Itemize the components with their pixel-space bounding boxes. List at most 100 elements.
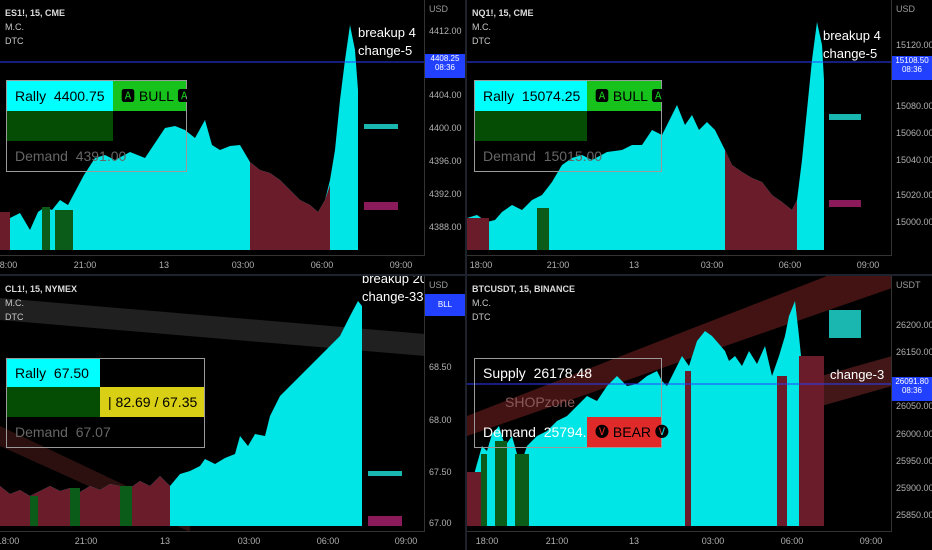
price-area-chart[interactable] (0, 276, 425, 532)
bullish-bar-green (537, 208, 549, 250)
symbol-title[interactable]: ES1!, 15, CME (5, 8, 66, 18)
bearish-bar (0, 212, 10, 250)
current-price: 26091.80 (895, 377, 929, 386)
x-tick: 06:00 (310, 260, 334, 270)
demand-label: Demand (15, 148, 68, 164)
chart-pane-cl[interactable]: CL1!, 15, NYMEX M.C. DTC breakup 20 chan… (0, 276, 465, 550)
symbol-legend: NQ1!, 15, CME M.C. DTC (472, 6, 534, 48)
bearish-segment (250, 162, 330, 250)
symbol-legend: BTCUSDT, 15, BINANCE M.C. DTC (472, 282, 575, 324)
x-tick: 21:00 (74, 536, 98, 546)
trend-channel-top (467, 276, 892, 436)
bearish-bar (777, 376, 787, 526)
x-tick: 18:00 (469, 260, 493, 270)
price-area-chart[interactable] (0, 0, 425, 256)
x-tick: 13 (159, 536, 171, 546)
symbol-legend: CL1!, 15, NYMEX M.C. DTC (5, 282, 77, 324)
x-tick: 13 (158, 260, 170, 270)
current-price: 15108.50 (895, 56, 929, 65)
x-tick: 09:00 (389, 260, 413, 270)
symbol-title[interactable]: BTCUSDT, 15, BINANCE (472, 284, 576, 294)
x-tick: 18:00 (0, 260, 18, 270)
y-tick: 4404.00 (429, 90, 462, 100)
pane-separator-horizontal[interactable] (0, 274, 932, 276)
bullish-bar-green (495, 441, 507, 526)
y-tick: 26150.00 (896, 347, 932, 357)
y-tick: 26000.00 (896, 429, 932, 439)
demand-box (475, 111, 587, 141)
y-tick: 25850.00 (896, 510, 932, 520)
x-tick: 09:00 (856, 260, 880, 270)
price-area (467, 301, 824, 526)
indicator-dtc[interactable]: DTC (472, 36, 491, 46)
indicator-mc[interactable]: M.C. (5, 298, 24, 308)
price-area-chart[interactable] (467, 0, 892, 256)
signal-cell: | 82.69 / 67.35 (100, 387, 204, 417)
rally-cell: Rally 4400.75 (7, 81, 113, 111)
price-axis[interactable]: USD 4412.00 4404.00 4400.00 4396.00 4392… (424, 0, 465, 274)
trend-channel (0, 298, 425, 356)
note-line-1: breakup 4 (823, 28, 881, 43)
rally-label: Rally (15, 365, 47, 381)
x-tick: 21:00 (546, 260, 570, 270)
y-tick: 4400.00 (429, 123, 462, 133)
x-tick: 18:00 (475, 536, 499, 546)
demand-box (7, 387, 100, 417)
x-tick: 09:00 (394, 536, 418, 546)
time-axis[interactable]: 18:00 21:00 13 03:00 06:00 09:00 (0, 255, 425, 274)
price-area-chart[interactable] (467, 276, 892, 532)
x-tick: 03:00 (700, 260, 724, 270)
indicator-dtc[interactable]: DTC (5, 312, 24, 322)
indicator-dtc[interactable]: DTC (5, 36, 24, 46)
y-tick: 15040.00 (896, 155, 932, 165)
time-axis[interactable]: 18:00 21:00 13 03:00 06:00 09:00 (467, 531, 892, 550)
x-tick: 03:00 (701, 536, 725, 546)
chart-pane-nq[interactable]: NQ1!, 15, CME M.C. DTC breakup 4 change-… (467, 0, 932, 274)
x-tick: 13 (628, 536, 640, 546)
x-tick: 03:00 (237, 536, 261, 546)
bar-countdown: 08:36 (434, 63, 456, 72)
bullish-bar-green (30, 496, 38, 526)
indicator-dtc[interactable]: DTC (472, 312, 491, 322)
chart-pane-btc[interactable]: BTCUSDT, 15, BINANCE M.C. DTC change-3 S… (467, 276, 932, 550)
target-marker-cyan (364, 124, 398, 129)
y-tick: 4392.00 (429, 189, 462, 199)
symbol-legend: ES1!, 15, CME M.C. DTC (5, 6, 65, 48)
note-line-1: breakup 4 (358, 25, 416, 40)
currency-label: USD (896, 4, 916, 14)
breakup-note: breakup 20 change-33 (362, 276, 427, 306)
change-note: change-3 (830, 366, 884, 384)
demand-value: 4391.00 (75, 148, 127, 164)
y-tick: 67.00 (429, 518, 452, 528)
rally-demand-panel: Rally 67.50 | 82.69 / 67.35 Demand 67.07 (6, 358, 205, 448)
time-axis[interactable]: 18:00 21:00 13 03:00 06:00 09:00 (0, 531, 425, 550)
demand-value: 67.07 (75, 424, 111, 440)
rally-demand-panel: Rally 15074.25 🅰 BULL 🅰 Demand 15015.00 (474, 80, 665, 172)
y-tick: 25900.00 (896, 483, 932, 493)
price-axis[interactable]: USD BLL 68.50 68.00 67.50 67.00 (424, 276, 465, 550)
y-tick: 15000.00 (896, 217, 932, 227)
demand-label: Demand (483, 424, 536, 440)
y-tick: 15080.00 (896, 101, 932, 111)
bar-countdown: 08:36 (901, 65, 923, 74)
indicator-mc[interactable]: M.C. (472, 298, 491, 308)
time-axis[interactable]: 18:00 21:00 13 03:00 06:00 09:00 (467, 255, 892, 274)
symbol-title[interactable]: NQ1!, 15, CME (472, 8, 534, 18)
target-marker-magenta (829, 200, 861, 207)
price-axis[interactable]: USDT 26200.00 26150.00 26050.00 26000.00… (891, 276, 932, 550)
bullish-bar-green (481, 454, 487, 526)
indicator-mc[interactable]: M.C. (5, 22, 24, 32)
demand-cell: Demand 15015.00 (475, 141, 661, 171)
x-tick: 06:00 (778, 260, 802, 270)
demand-label: Demand (15, 424, 68, 440)
currency-label: USD (429, 280, 449, 290)
symbol-title[interactable]: CL1!, 15, NYMEX (5, 284, 78, 294)
note-line-2: change-5 (823, 46, 878, 61)
rally-value: 4400.75 (53, 88, 105, 104)
bar-countdown: 08:36 (901, 386, 923, 395)
chart-pane-es[interactable]: ES1!, 15, CME M.C. DTC breakup 4 change-… (0, 0, 465, 274)
price-axis[interactable]: USD 15120.00 15080.00 15060.00 15040.00 … (891, 0, 932, 274)
rally-demand-panel: Rally 4400.75 🅰 BULL 🅰 Demand 4391.00 (6, 80, 191, 172)
rally-label: Rally (483, 88, 515, 104)
indicator-mc[interactable]: M.C. (472, 22, 491, 32)
